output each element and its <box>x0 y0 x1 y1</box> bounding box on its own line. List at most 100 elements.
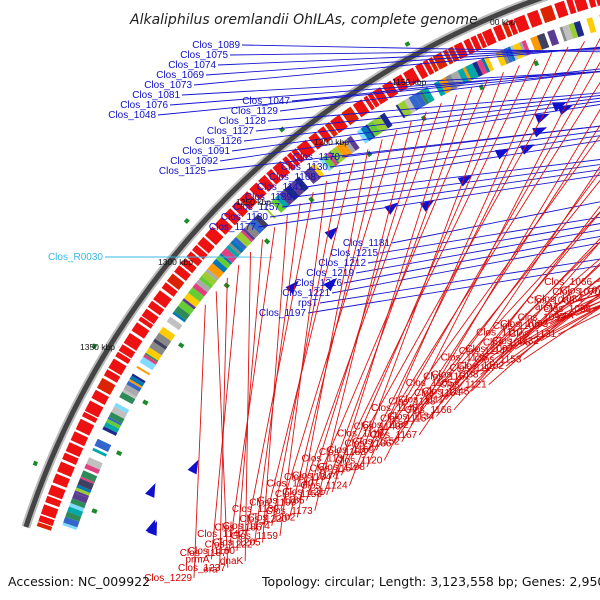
leader-line <box>279 70 600 112</box>
cds-arrow <box>415 62 429 80</box>
gene-label: Clos_1084 <box>535 294 583 305</box>
leader-line <box>236 239 263 552</box>
gene-label: Clos_1099 <box>518 312 566 323</box>
cds-arrow <box>161 282 178 297</box>
leader-line <box>497 293 600 369</box>
leader-line <box>245 191 314 535</box>
leader-line <box>317 135 600 178</box>
cds-arrow <box>566 0 577 15</box>
gene-label: Clos_1133 <box>388 396 436 407</box>
kbp-tick-label: 1300 kbp <box>158 257 193 267</box>
gene-label: Clos_1220 <box>239 514 287 525</box>
cds-arrow <box>223 208 241 226</box>
cds-arrow <box>52 473 70 488</box>
leader-line <box>253 203 301 545</box>
leader-line <box>228 227 276 553</box>
leader-line <box>402 179 600 427</box>
leader-line <box>267 92 600 122</box>
leader-line <box>445 238 600 400</box>
cog-block <box>233 236 247 251</box>
cog-block <box>75 487 91 496</box>
gene-label: rpsT <box>298 298 318 309</box>
cog-block <box>94 438 112 452</box>
cog-block <box>356 128 370 144</box>
gene-label: Clos_1152 <box>353 437 401 448</box>
leader-line <box>219 277 228 570</box>
cds-arrow <box>108 358 127 376</box>
cog-block <box>404 97 417 114</box>
cds-arrow <box>192 244 208 260</box>
cds-arrow <box>481 28 497 47</box>
gene-label: Clos_1219 <box>306 268 354 279</box>
leader-line <box>349 71 504 486</box>
gene-label: Clos_1102 <box>457 361 505 372</box>
cog-block <box>326 152 339 166</box>
cog-block <box>184 292 200 308</box>
cog-block <box>62 522 78 530</box>
gene-label: Clos_1181 <box>343 238 391 249</box>
leader-line <box>419 211 600 409</box>
gc-mark <box>279 126 285 133</box>
gene-label: Clos_1047 <box>242 96 290 107</box>
cds-arrow <box>392 74 409 93</box>
leader-line <box>297 102 442 503</box>
gene-label: Clos_1066 <box>544 277 592 288</box>
cds-arrow <box>507 19 519 36</box>
gene-label: Clos_1069 <box>156 70 204 81</box>
cog-block <box>397 100 412 118</box>
inner-arrow <box>324 226 339 240</box>
gene-label: Clos_1089 <box>192 40 240 51</box>
gc-mark <box>32 460 38 467</box>
gene-label: Clos_1074 <box>168 60 216 71</box>
gene-label: Clos_1167 <box>370 430 418 441</box>
gene-label: Clos_1160 <box>188 546 236 557</box>
leader-line <box>480 277 600 375</box>
leader-line <box>427 211 600 419</box>
leader-line <box>437 241 600 402</box>
cog-block <box>573 20 585 38</box>
gene-label: Clos_1105 <box>406 378 454 389</box>
cog-block <box>195 279 211 293</box>
cog-block <box>311 163 325 178</box>
leader-line <box>306 111 427 501</box>
cog-block <box>309 166 321 180</box>
gene-label: Clos_1088 <box>543 304 591 315</box>
cog-block <box>145 347 162 361</box>
gene-label: Clos_1075 <box>180 50 228 61</box>
cds-arrow <box>493 24 507 42</box>
kbp-tick-label: 1250 kbp <box>236 197 271 207</box>
cds-arrow <box>463 38 476 55</box>
leader-line <box>255 95 600 132</box>
cog-block <box>153 338 168 350</box>
cds-arrow <box>574 0 589 12</box>
cds-arrow <box>141 308 159 325</box>
gc-mark <box>263 238 271 245</box>
cds-arrow <box>238 191 258 210</box>
leader-line <box>243 97 600 142</box>
cds-arrow <box>48 484 66 500</box>
leader-line <box>219 104 600 162</box>
cds-arrow <box>123 332 143 351</box>
cds-arrow <box>174 265 191 281</box>
leader-line <box>340 65 520 476</box>
cog-block <box>365 124 376 138</box>
gene-label: Clos_1198 <box>318 462 366 473</box>
cog-block <box>472 61 483 77</box>
leader-line <box>331 242 600 294</box>
gene-label: Clos_1189 <box>245 192 293 203</box>
leader-line <box>319 258 600 304</box>
gene-label: Clos_1216 <box>294 278 342 289</box>
cds-arrow <box>36 522 53 531</box>
inner-arrow <box>532 127 548 138</box>
leader-line <box>281 164 600 208</box>
gc-mark <box>178 342 185 349</box>
cog-block <box>182 298 196 310</box>
cds-arrow <box>249 182 267 201</box>
leader-line <box>314 120 412 511</box>
cog-block <box>126 380 142 392</box>
cds-arrow <box>363 95 375 111</box>
gc-mark <box>183 218 190 224</box>
cds-arrow <box>526 9 543 28</box>
leader-line <box>269 169 600 218</box>
